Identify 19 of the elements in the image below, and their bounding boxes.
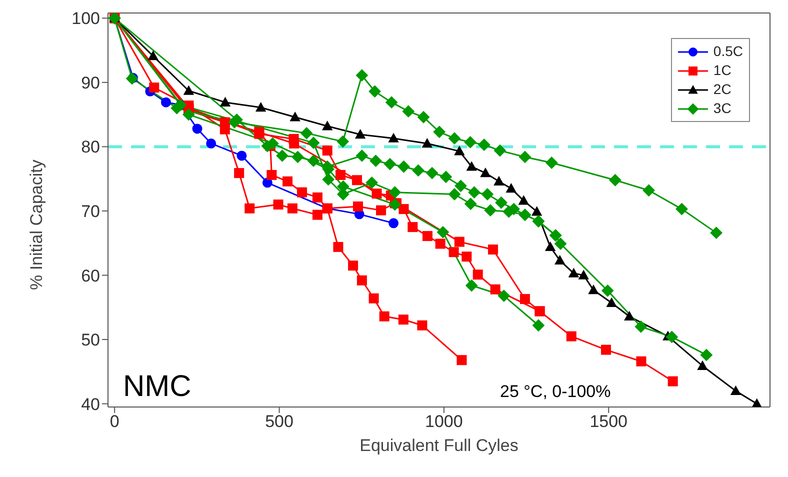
annotation: NMC <box>123 370 192 404</box>
y-tick-label: 90 <box>81 73 100 92</box>
annotation: 25 °C, 0-100% <box>500 382 611 402</box>
legend-label: 1C <box>713 61 732 80</box>
x-tick-label: 1500 <box>590 412 628 432</box>
y-tick-label: 80 <box>81 138 100 157</box>
x-axis-title: Equivalent Full Cyles <box>360 436 518 455</box>
y-tick-label: 100 <box>72 9 100 28</box>
y-axis-title: % Initial Capacity <box>27 159 46 290</box>
legend-label: 0.5C <box>713 42 743 61</box>
x-tick-label: 1000 <box>425 412 463 432</box>
y-tick-label: 40 <box>81 394 100 414</box>
y-tick-label: 70 <box>81 202 100 221</box>
legend-label: 3C <box>713 99 732 118</box>
x-tick-label: 500 <box>265 412 294 432</box>
legend-label: 2C <box>713 80 732 99</box>
x-tick-label: 0 <box>110 412 120 432</box>
y-tick-label: 50 <box>81 330 100 350</box>
y-tick-label: 60 <box>81 266 100 286</box>
